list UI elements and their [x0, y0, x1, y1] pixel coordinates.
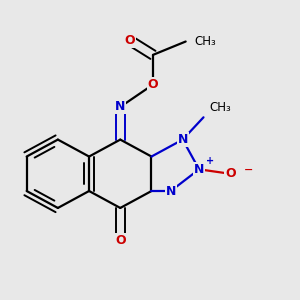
Text: O: O [115, 234, 126, 247]
Text: O: O [124, 34, 134, 46]
Text: N: N [194, 163, 204, 176]
Text: +: + [206, 156, 214, 166]
Text: O: O [225, 167, 236, 180]
Text: N: N [166, 184, 176, 197]
Text: CH₃: CH₃ [195, 35, 216, 48]
Text: CH₃: CH₃ [209, 101, 231, 114]
Text: −: − [244, 165, 254, 175]
Text: O: O [148, 78, 158, 91]
Text: N: N [115, 100, 125, 113]
Text: N: N [178, 133, 188, 146]
